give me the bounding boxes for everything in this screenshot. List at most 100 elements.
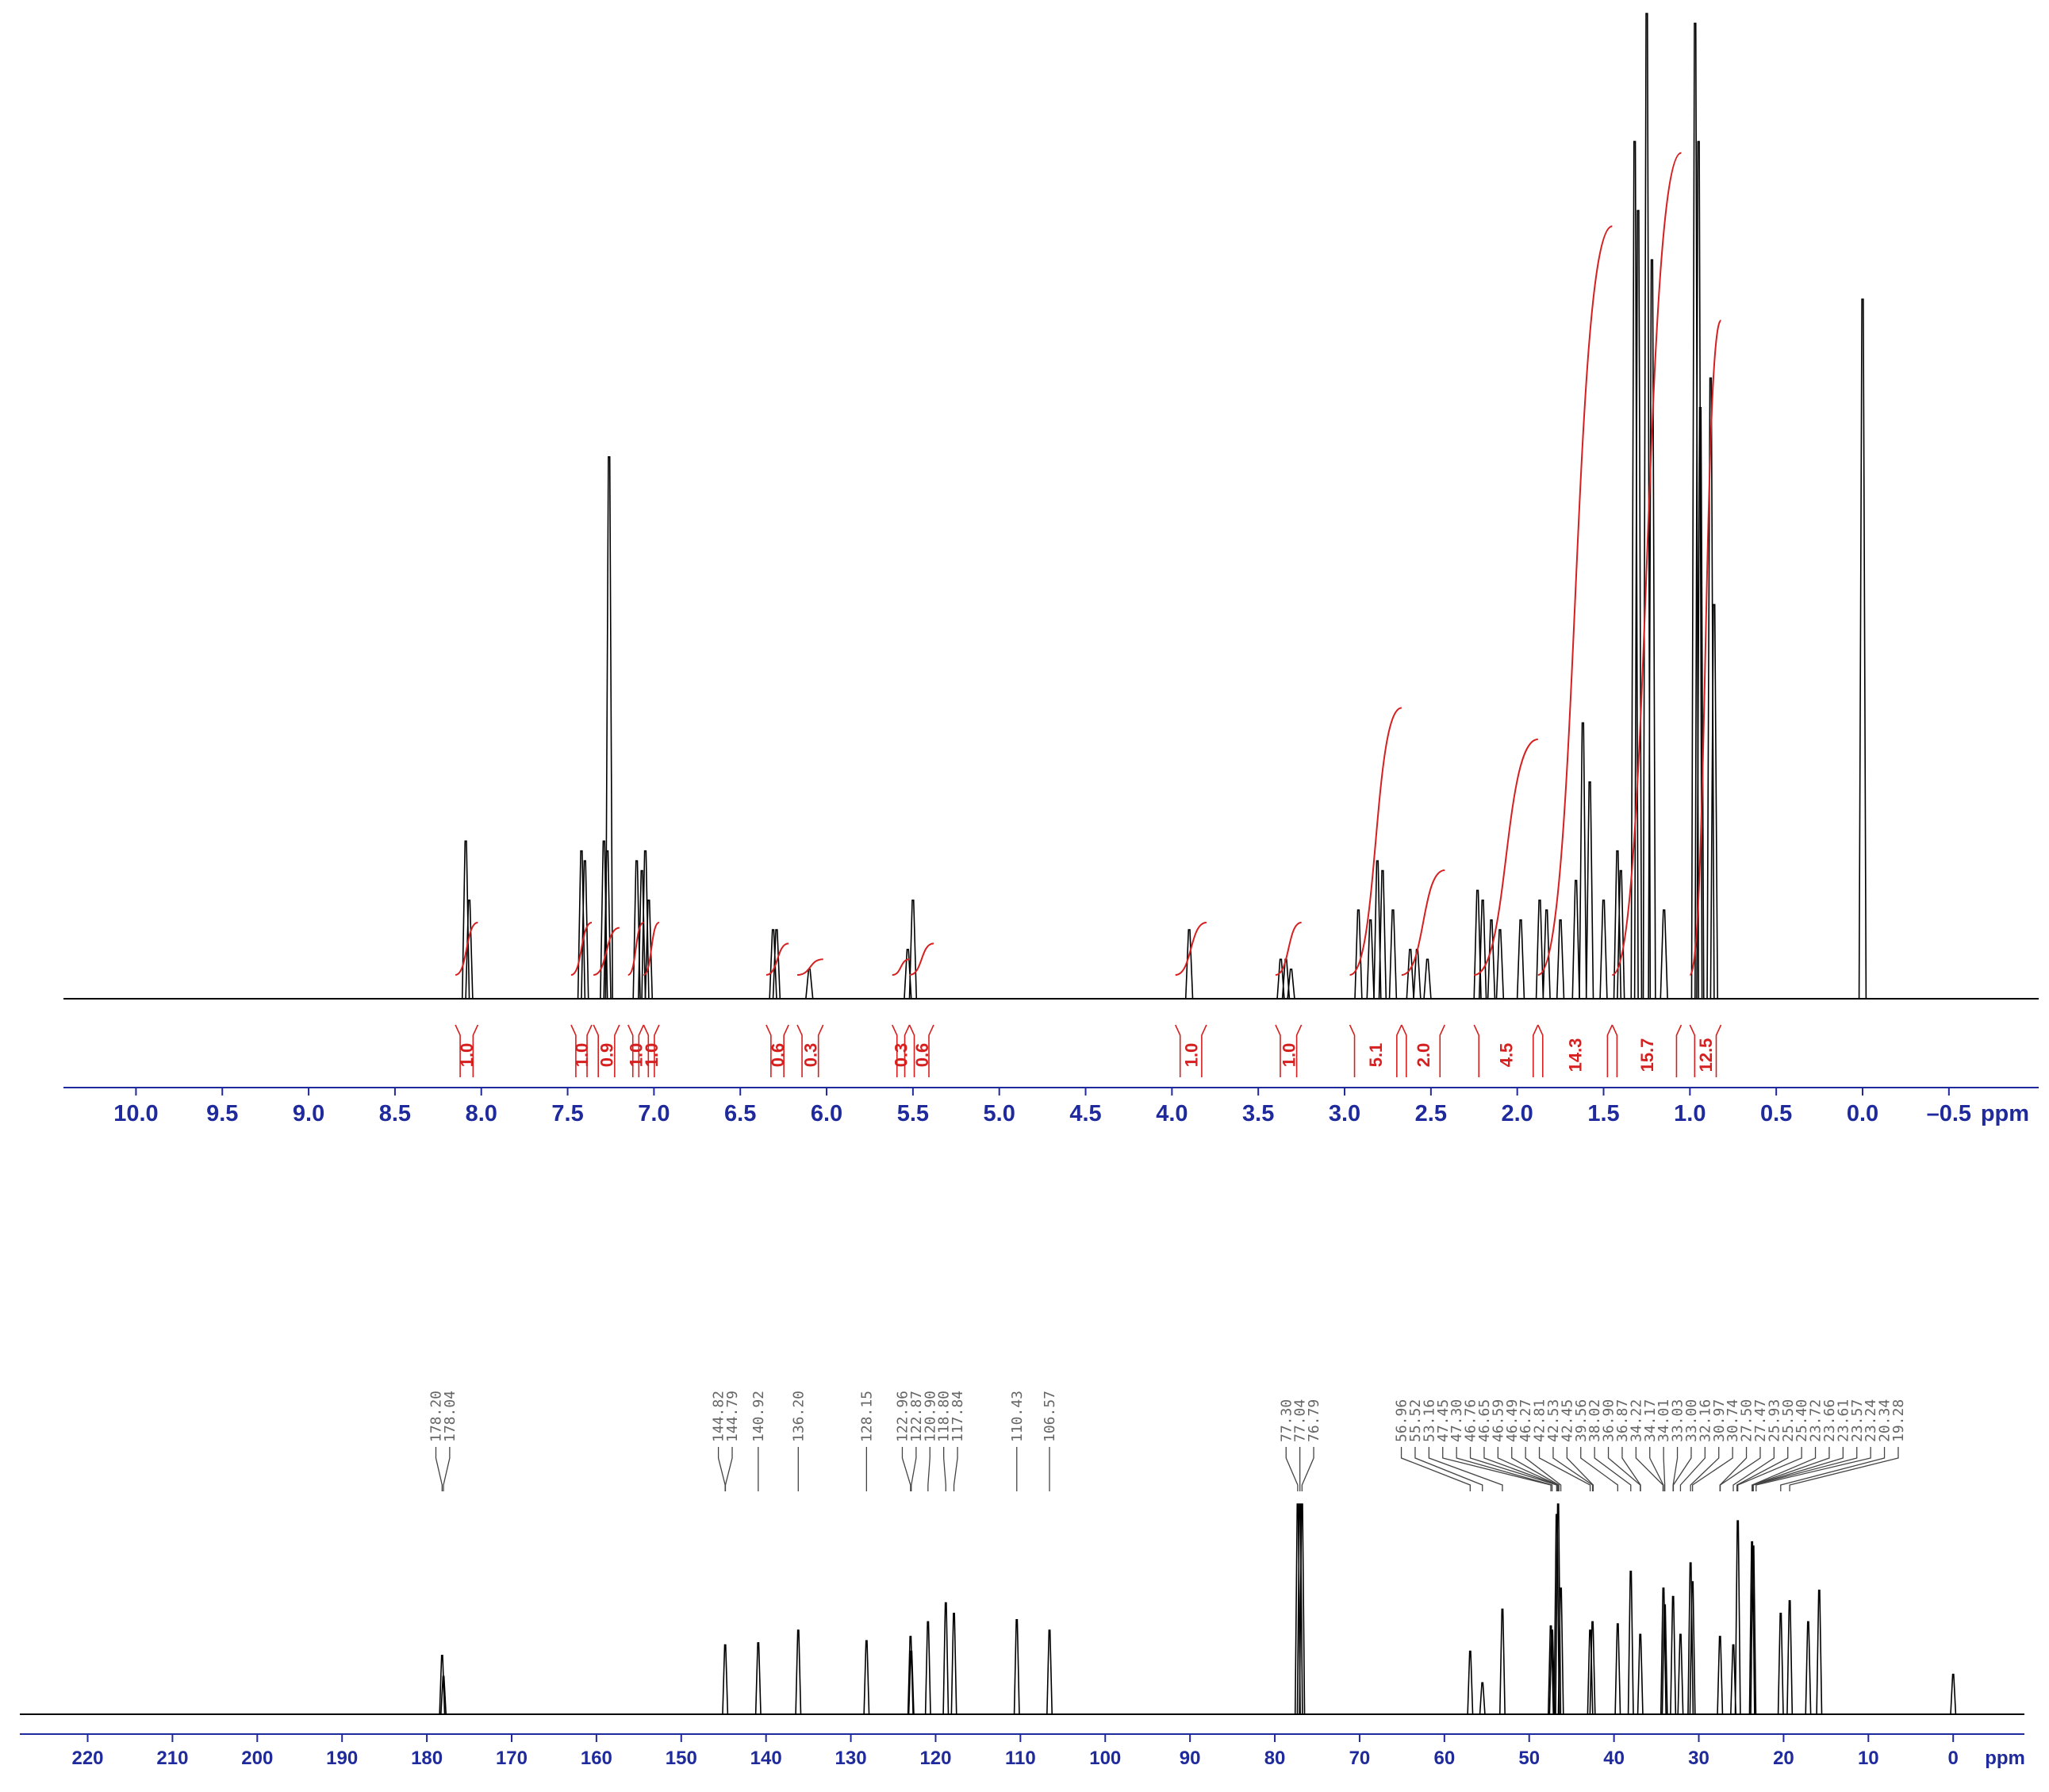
peak	[1660, 909, 1668, 1000]
peak-label: 47.30	[1448, 1399, 1465, 1442]
peak-label-connector	[1400, 1447, 1471, 1491]
peak	[1670, 1595, 1677, 1715]
peak	[754, 1642, 762, 1715]
peak	[1276, 958, 1285, 1000]
peak	[1294, 1503, 1301, 1715]
x-tick-label: 6.0	[811, 1101, 842, 1126]
peak	[581, 860, 589, 1000]
x-tick-label: 2.5	[1415, 1101, 1447, 1126]
peak-label: 106.57	[1042, 1391, 1058, 1442]
x-tick-label: 8.0	[466, 1101, 497, 1126]
integral-bracket	[1349, 1024, 1402, 1077]
x-tick-label: 70	[1349, 1748, 1371, 1769]
integral-curve	[1689, 320, 1722, 976]
x-tick-label: 10.0	[113, 1101, 158, 1126]
peak	[1734, 1520, 1741, 1715]
integral-curve	[1175, 922, 1207, 976]
peak	[1406, 949, 1414, 1000]
integral-bracket	[1401, 1024, 1445, 1077]
x-tick-label: 8.5	[379, 1101, 411, 1126]
peak-label-connector	[435, 1447, 443, 1491]
peak-label-connector	[953, 1447, 958, 1491]
integral-curve	[1401, 869, 1445, 976]
integral-label: 0.3	[892, 1043, 911, 1068]
x-tick-label: 200	[241, 1748, 273, 1769]
peak-label: 20.34	[1877, 1399, 1894, 1442]
peak-label: 32.16	[1697, 1399, 1713, 1442]
integral-label: 0.3	[800, 1043, 820, 1068]
peak-label: 25.50	[1780, 1399, 1797, 1442]
integral-label: 5.1	[1366, 1043, 1386, 1068]
peak	[604, 456, 613, 1000]
x-tick-label: –0.5	[1927, 1101, 1971, 1126]
peak	[1354, 909, 1363, 1000]
peak	[1627, 1571, 1634, 1715]
integral-bracket	[1473, 1024, 1539, 1077]
x-tick-label: 0	[1948, 1748, 1959, 1769]
peak-label-connector	[1789, 1447, 1899, 1491]
peak-label: 122.96	[894, 1391, 911, 1442]
peak	[1388, 909, 1398, 1000]
peak-label: 34.17	[1642, 1399, 1659, 1442]
x-tick-label: 0.5	[1760, 1101, 1792, 1126]
peak	[1299, 1503, 1306, 1715]
peak	[1557, 1587, 1564, 1715]
peak	[722, 1644, 729, 1715]
integral-label: 0.9	[597, 1043, 617, 1068]
peak-label: 34.22	[1628, 1399, 1644, 1442]
integral-curve	[643, 922, 660, 976]
integral-label: 15.7	[1637, 1038, 1657, 1073]
peak	[1535, 900, 1544, 1000]
peak	[1487, 919, 1496, 1000]
x-tick-label: 210	[156, 1748, 188, 1769]
x-axis-label: ppm	[1985, 1748, 2025, 1769]
peak	[1661, 1604, 1668, 1715]
x-axis-label: ppm	[1981, 1101, 2029, 1126]
integral-bracket	[796, 1024, 824, 1077]
peak-label: 33.03	[1670, 1399, 1686, 1442]
x-tick-label: 3.0	[1329, 1101, 1360, 1126]
peak	[1184, 929, 1194, 1000]
peak	[1556, 919, 1565, 1000]
peak-label-connector	[1672, 1447, 1692, 1491]
peak	[1660, 1587, 1667, 1715]
peak	[1571, 880, 1580, 1000]
peak	[440, 1675, 447, 1715]
peak-label-connector	[1649, 1447, 1664, 1491]
integral-curve	[1349, 707, 1402, 976]
peak-label: 56.96	[1394, 1399, 1410, 1442]
x-tick-label: 40	[1603, 1748, 1625, 1769]
peak	[1677, 1633, 1684, 1715]
peak	[1633, 209, 1643, 1000]
peak	[1687, 1562, 1694, 1715]
peak	[805, 968, 814, 1000]
peak-label-connector	[1752, 1447, 1858, 1491]
peak-label-connector	[1442, 1447, 1552, 1491]
peak	[772, 929, 781, 1000]
peak-label: 55.52	[1407, 1399, 1424, 1442]
integral-curve	[909, 942, 934, 976]
integral-curve	[796, 958, 823, 976]
x-tick-label: 0.0	[1847, 1101, 1878, 1126]
peak-label-connector	[1580, 1447, 1618, 1491]
integral-bracket	[1275, 1024, 1303, 1077]
peak	[1495, 929, 1505, 1000]
peak	[795, 1629, 802, 1715]
integral-label: 1.0	[457, 1043, 477, 1068]
peak	[1730, 1644, 1737, 1715]
integral-label: 0.6	[912, 1043, 932, 1068]
peak	[1378, 869, 1387, 1000]
integral-curve	[593, 927, 620, 976]
peak	[924, 1621, 931, 1715]
peak-label-connector	[1736, 1447, 1789, 1491]
peak-label: 76.79	[1306, 1399, 1322, 1442]
integral-bracket	[455, 1024, 479, 1077]
integral-curve	[1275, 922, 1302, 976]
peak-label: 39.56	[1573, 1399, 1590, 1442]
peak	[1587, 1629, 1594, 1715]
x-tick-label: 9.0	[293, 1101, 324, 1126]
peak	[1805, 1621, 1812, 1715]
peak	[1777, 1613, 1784, 1715]
peak-label-connector	[724, 1447, 733, 1491]
peak	[439, 1655, 446, 1715]
